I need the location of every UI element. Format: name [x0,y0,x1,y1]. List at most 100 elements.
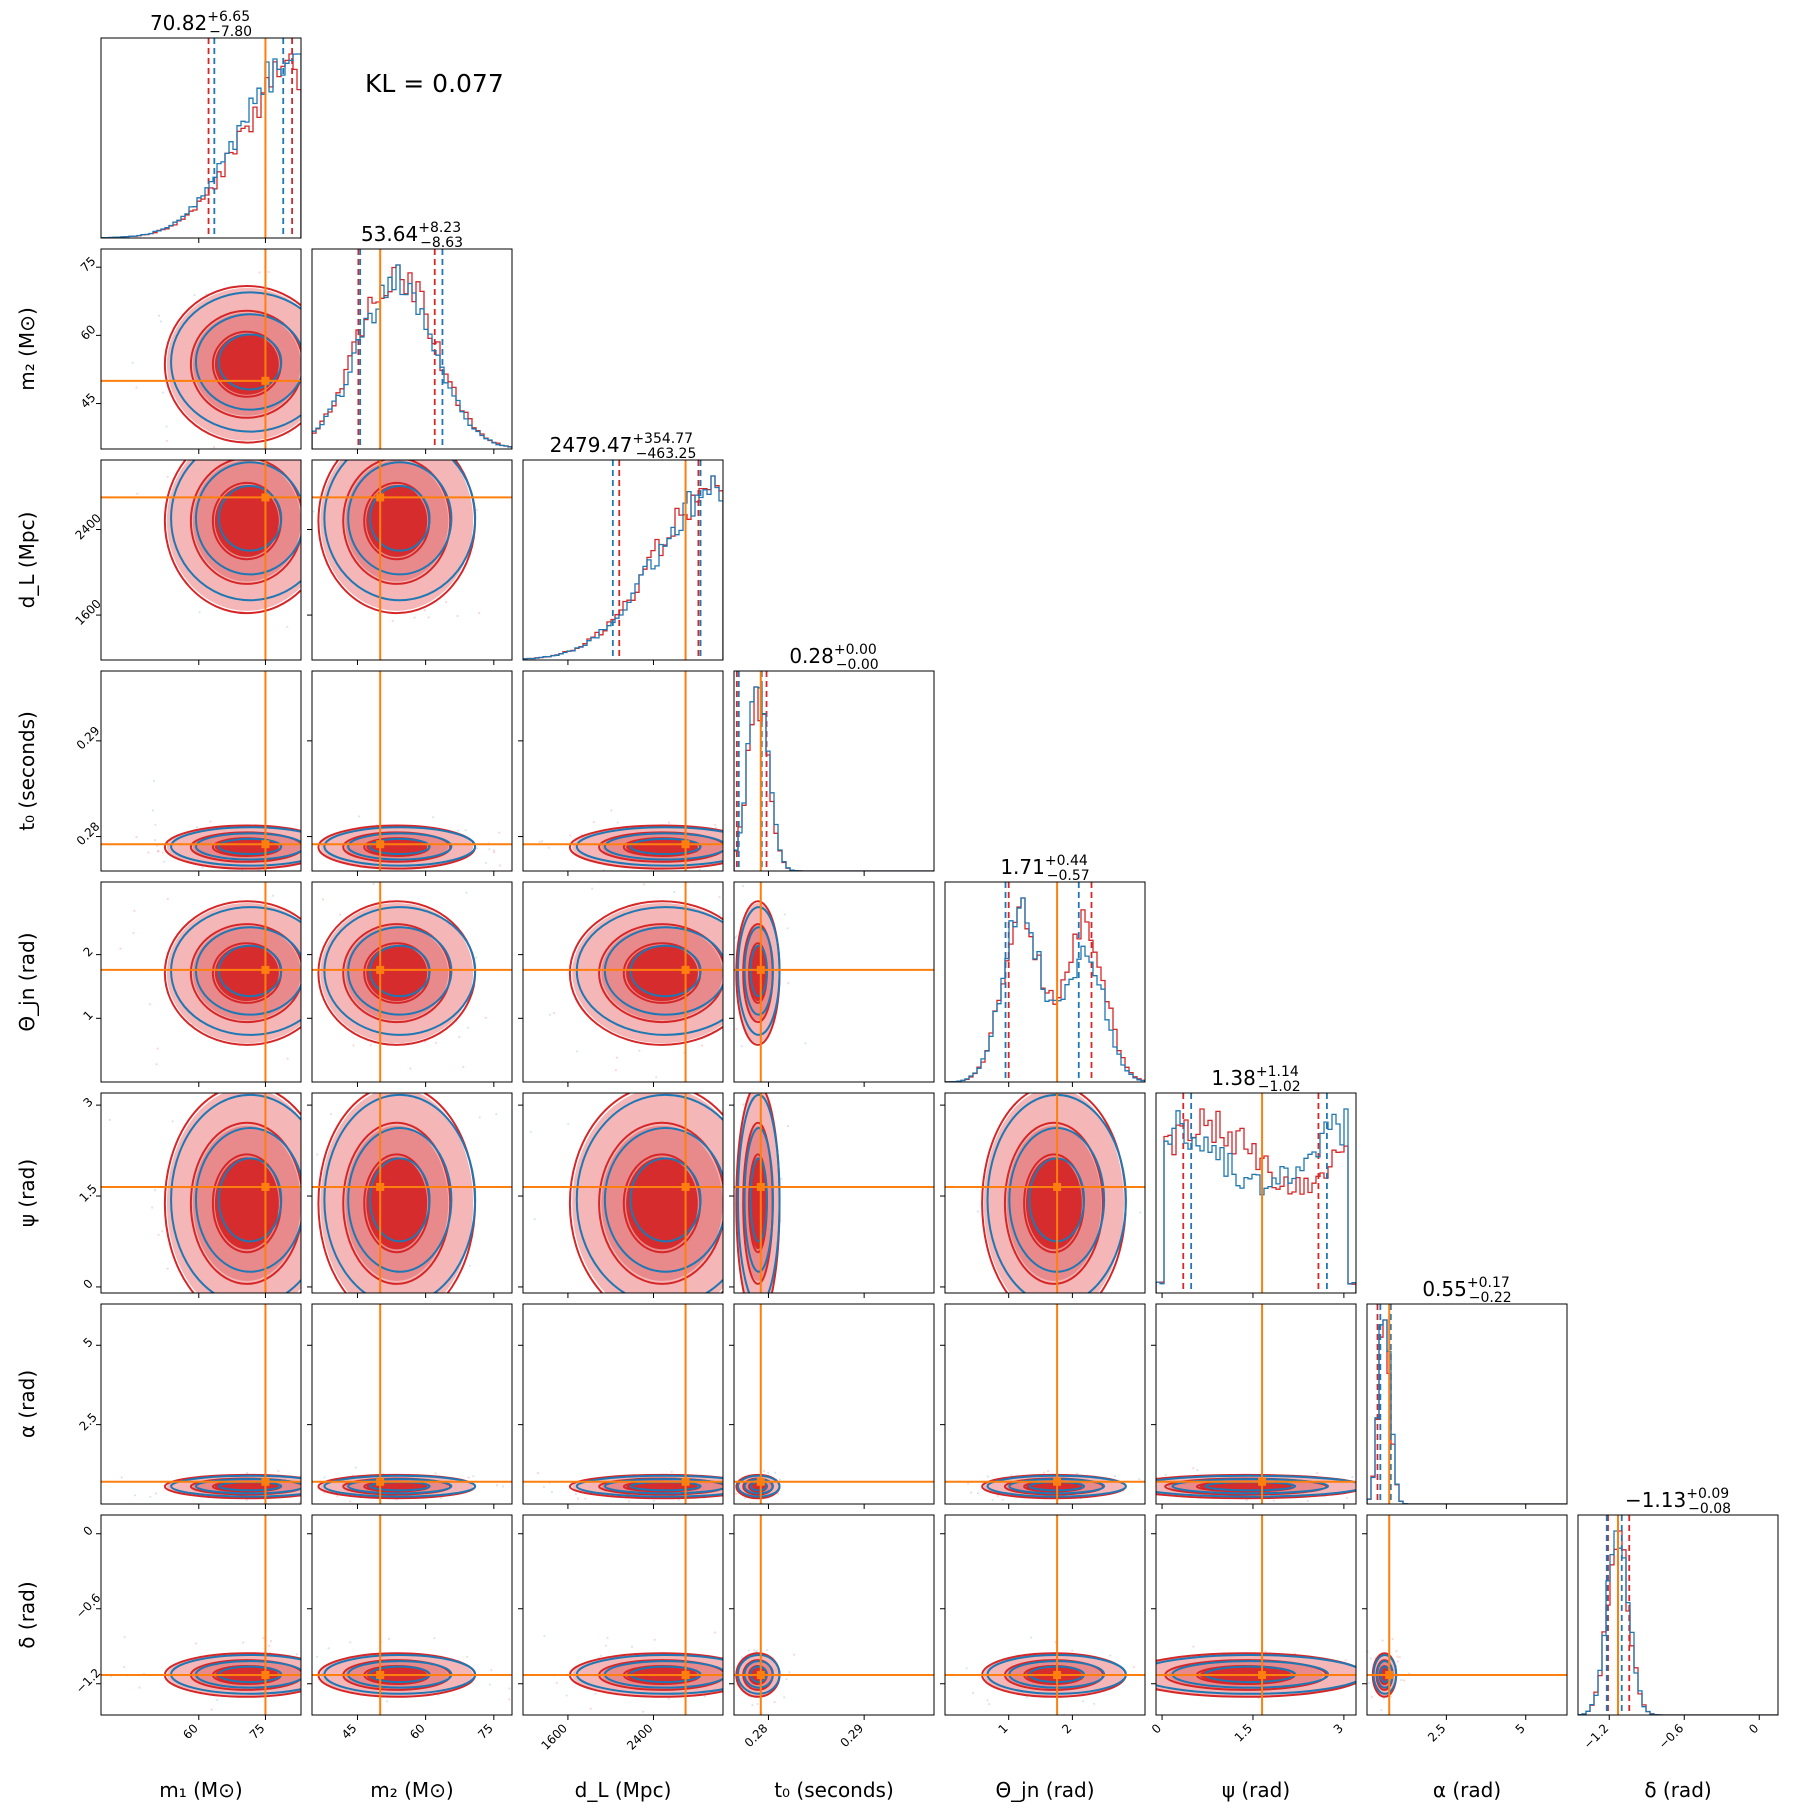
panel-content [101,444,301,660]
scatter-point [431,883,433,885]
hist-step-red [1367,1319,1567,1504]
scatter-point [1368,1700,1370,1702]
scatter-point [1130,1679,1132,1681]
scatter-point [468,1264,471,1267]
scatter-point [673,890,676,894]
scatter-point [724,1470,726,1472]
scatter-point [375,439,377,441]
scatter-point [1081,1700,1085,1703]
title-median: 70.82 [150,11,207,35]
scatter-point [1164,1474,1167,1477]
scatter-point [488,848,491,851]
contour-red-1 [163,460,301,615]
scatter-point [1384,1488,1386,1490]
truth-marker [376,965,385,974]
scatter-point [475,508,478,512]
scatter-point [206,1299,208,1301]
density-fill-level-3 [626,1157,698,1250]
panel-content [101,1304,308,1504]
x-tick-label-theta_jn: 2 [1059,1721,1074,1736]
scatter-point [1098,1399,1100,1401]
scatter-point [368,430,370,432]
scatter-point [163,860,166,863]
scatter-point [763,1342,765,1344]
panel-psi-vs-theta_jn [944,1012,1172,1416]
scatter-point [1147,1685,1149,1687]
scatter-point [195,1642,198,1645]
panel-t0-vs-dL [522,670,732,877]
scatter-point [477,1329,479,1331]
panel-alpha-vs-theta_jn [944,1303,1146,1505]
scatter-point [219,444,221,446]
scatter-point [649,1089,651,1091]
x-tick-label-dL: 1600 [539,1721,570,1752]
scatter-point [1102,1414,1104,1416]
panel-t0-vs-m1 [100,670,302,872]
contour-red-1 [568,900,723,1046]
scatter-point [1316,1472,1319,1475]
truth-marker [261,376,270,385]
title-median: 0.55 [1422,1277,1467,1301]
y-axis-label-m2: m₂ (M⊙) [15,307,39,390]
scatter-point [349,1500,352,1503]
contour-blue-3 [217,485,283,552]
contour-blue-1 [736,1093,781,1293]
contour-blue-3 [368,837,431,856]
scatter-point [788,1671,791,1674]
scatter-point [149,1495,152,1498]
scatter-point [1170,1199,1172,1201]
scatter-point [1126,1646,1128,1648]
truth-marker [376,1671,385,1679]
scatter-point [751,1704,754,1707]
title-median: 2479.47 [550,433,633,457]
scatter-point [749,1364,751,1366]
title-minus: −0.08 [1688,1501,1731,1517]
scatter-point [730,844,732,846]
scatter-point [322,898,325,901]
panel-frame [100,881,302,1083]
contour-blue-3 [217,333,283,391]
hist-title-alpha: 0.55+0.17 −0.22 [1422,1275,1511,1306]
panel-content [724,1036,934,1366]
scatter-point [735,1027,738,1031]
scatter-point [1245,1499,1248,1502]
scatter-point [783,913,786,916]
scatter-point [151,1206,154,1209]
scatter-point [753,1649,756,1652]
scatter-point [749,1327,751,1329]
scatter-point [305,1676,307,1678]
scatter-point [325,1050,327,1052]
scatter-point [804,1042,807,1045]
scatter-point [418,1054,420,1056]
scatter-point [369,1044,372,1047]
scatter-point [337,905,339,907]
density-fill-level-3 [749,1157,767,1250]
scatter-point [647,875,649,877]
scatter-point [354,1466,357,1469]
scatter-point [434,1472,437,1475]
scatter-point [188,1067,190,1069]
scatter-point [724,1036,726,1038]
scatter-point [437,1694,440,1697]
scatter-point [604,1644,608,1647]
y-tick-label-theta_jn: 2 [81,944,96,959]
scatter-point [306,1489,308,1491]
scatter-point [1192,1467,1195,1470]
scatter-point [303,1663,305,1665]
contour-blue-1 [736,906,781,1036]
scatter-point [467,1026,470,1029]
contour-blue-2 [194,461,301,576]
scatter-point [764,1301,766,1303]
scatter-point [1051,1320,1053,1322]
contour-red-1 [568,824,723,870]
contour-blue-2 [743,1126,774,1273]
scatter-point [271,454,273,456]
density-fill-level-3 [366,1157,428,1250]
scatter-point [799,1339,801,1341]
scatter-point [258,271,261,274]
panel-content [523,882,723,1082]
histogram-psi [1155,1092,1357,1294]
scatter-point [147,851,150,854]
hist-frame [100,37,302,239]
scatter-point [970,1012,972,1014]
